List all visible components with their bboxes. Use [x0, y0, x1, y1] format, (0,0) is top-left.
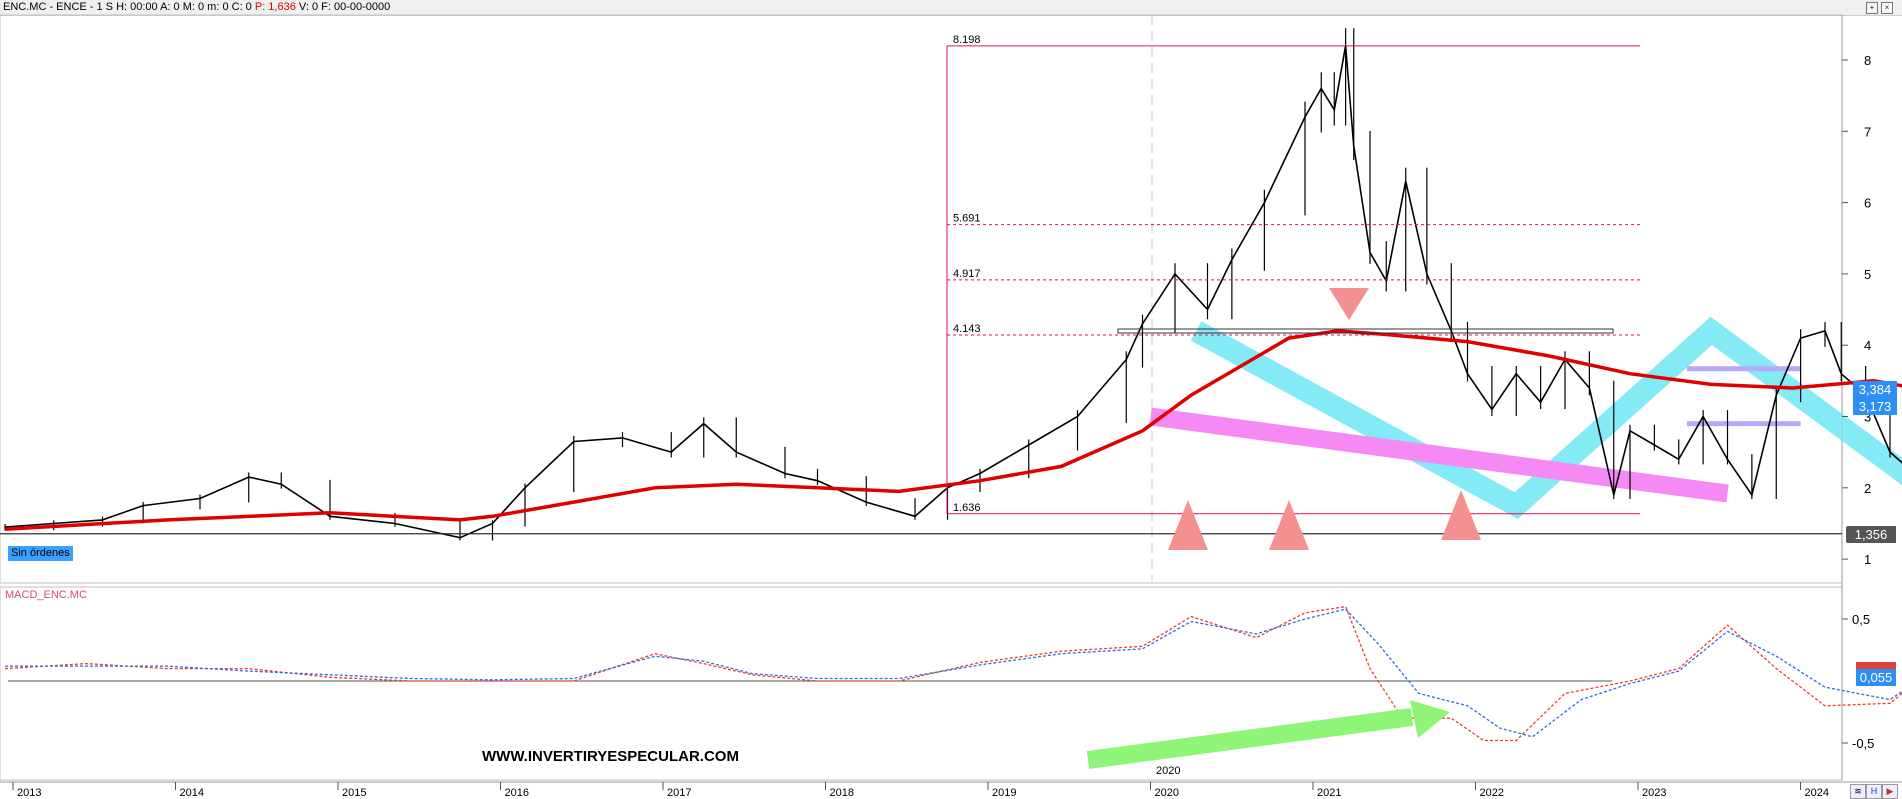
y-tick-label: 2 — [1864, 481, 1871, 496]
price-series — [4, 45, 1902, 539]
y-tick-label: 5 — [1864, 267, 1871, 282]
green-arrow-head — [1410, 700, 1450, 738]
fib-level-label: 8.198 — [953, 34, 981, 46]
macd-panel-title: MACD_ENC.MC — [5, 589, 87, 601]
y-tick-label: 8 — [1864, 53, 1871, 68]
x-tick-label: 2017 — [667, 787, 691, 799]
triangle-up-marker — [1269, 500, 1309, 550]
y-tick-label: 4 — [1864, 338, 1871, 353]
moving-average-series — [4, 329, 1902, 531]
settings-icon[interactable]: ▶ — [1882, 784, 1898, 799]
y-tick-label: 1 — [1864, 552, 1871, 567]
fib-level-label: 4.143 — [953, 323, 981, 335]
x-tick-label: 2023 — [1642, 787, 1666, 799]
price-tag-last: 3,384 — [1853, 381, 1897, 398]
year-marker-label: 2020 — [1156, 765, 1180, 777]
price-tag-ma: 3,173 — [1853, 398, 1897, 415]
collapse-icon[interactable]: + — [1866, 2, 1878, 14]
y-tick-label: 7 — [1864, 124, 1871, 139]
no-orders-label: Sin órdenes — [8, 546, 73, 561]
green-divergence-arrow — [1086, 708, 1414, 769]
macd-tag: 0,055 — [1856, 669, 1896, 686]
triangle-down-marker — [1329, 288, 1369, 320]
price-panel-frame — [0, 14, 1843, 584]
support-tag: 1,356 — [1846, 526, 1896, 543]
x-tick-label: 2021 — [1317, 787, 1341, 799]
x-tick-label: 2016 — [505, 787, 529, 799]
fib-level-label: 5.691 — [953, 213, 981, 225]
triangle-up-marker — [1168, 500, 1208, 550]
macd-series — [4, 605, 1902, 742]
macd-panel-frame — [0, 586, 1843, 781]
symbol-info: ENC.MC - ENCE - 1 S H: 00:00 A: 0 M: 0 m… — [3, 1, 391, 13]
fib-level-label: 1.636 — [953, 502, 981, 514]
fib-level-label: 4.917 — [953, 268, 981, 280]
x-tick-label: 2013 — [17, 787, 41, 799]
resistance-box — [1117, 328, 1614, 334]
x-tick-label: 2018 — [830, 787, 854, 799]
y-tick-label: 3 — [1864, 410, 1871, 425]
close-icon[interactable]: × — [1881, 2, 1893, 14]
macd-tag-red — [1856, 662, 1896, 671]
macd-y-tick-label: -0,5 — [1852, 736, 1874, 751]
macd-y-tick-label: 0,5 — [1852, 612, 1870, 627]
x-tick-label: 2024 — [1805, 787, 1829, 799]
x-tick-label: 2015 — [342, 787, 366, 799]
y-tick-label: 6 — [1864, 196, 1871, 211]
chart-title-bar: ENC.MC - ENCE - 1 S H: 00:00 A: 0 M: 0 m… — [0, 0, 1902, 16]
layout-icon[interactable]: H — [1866, 784, 1882, 799]
magenta-trend-arrow — [1149, 407, 1729, 503]
signal-series — [5, 608, 1902, 738]
x-tick-label: 2019 — [992, 787, 1016, 799]
zoom-icon[interactable]: ≋ — [1850, 784, 1866, 799]
x-tick-label: 2014 — [180, 787, 204, 799]
triangle-up-marker — [1441, 490, 1481, 540]
x-tick-label: 2020 — [1155, 787, 1179, 799]
x-tick-label: 2022 — [1480, 787, 1504, 799]
watermark: WWW.INVERTIRYESPECULAR.COM — [482, 748, 739, 765]
